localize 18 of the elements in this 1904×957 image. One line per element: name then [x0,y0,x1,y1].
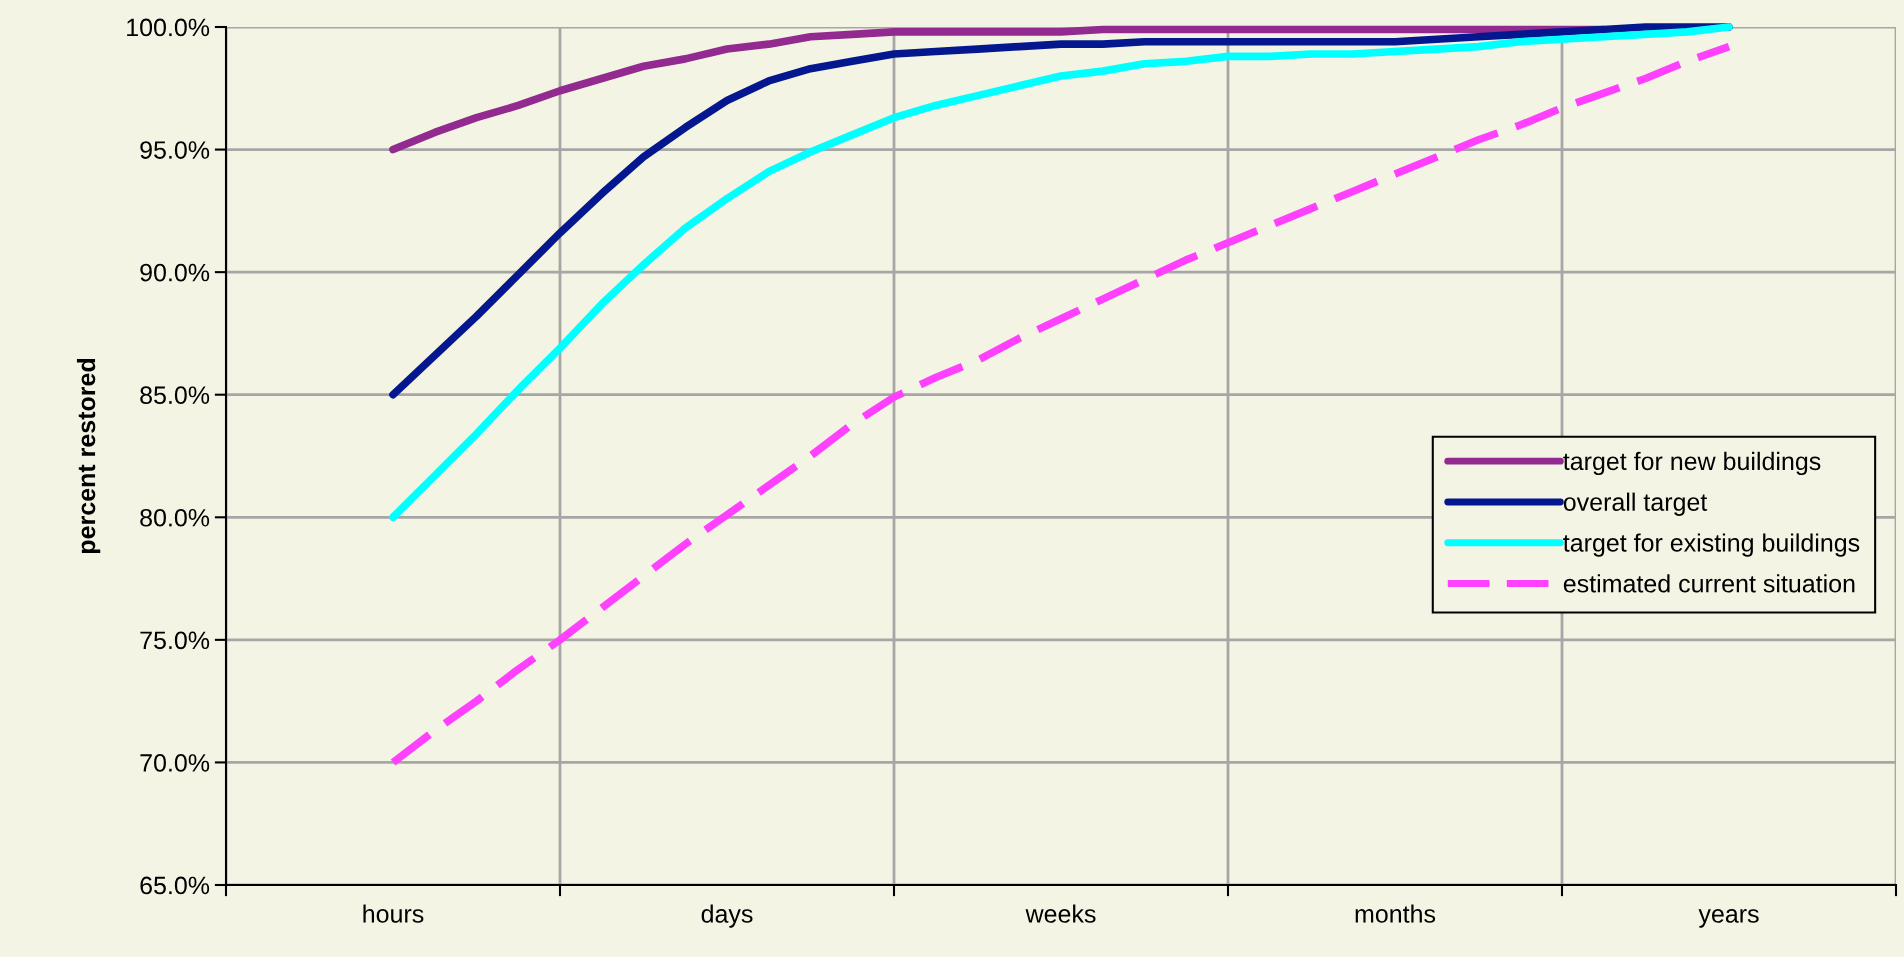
y-tick-label: 90.0% [140,263,210,282]
x-tick-label: years [1698,909,1759,928]
x-tick-label: months [1355,904,1436,923]
y-tick-label: 75.0% [140,631,210,650]
y-tick-label: 65.0% [140,876,210,895]
y-tick-label: 80.0% [140,508,210,527]
y-tick-label: 95.0% [140,141,210,159]
x-tick-label: days [701,904,753,928]
legend-label: overall target [1563,492,1708,516]
y-axis-title: percent restored [76,358,101,553]
y-tick-label: 85.0% [140,386,210,405]
x-tick-label: weeks [1025,904,1096,923]
legend-label: target for existing buildings [1563,533,1860,557]
legend-label: target for new buildings [1563,451,1821,476]
legend-label: estimated current situation [1563,574,1855,593]
y-tick-label: 100.0% [127,18,210,37]
y-tick-label: 70.0% [140,754,210,772]
x-tick-label: hours [363,904,424,923]
